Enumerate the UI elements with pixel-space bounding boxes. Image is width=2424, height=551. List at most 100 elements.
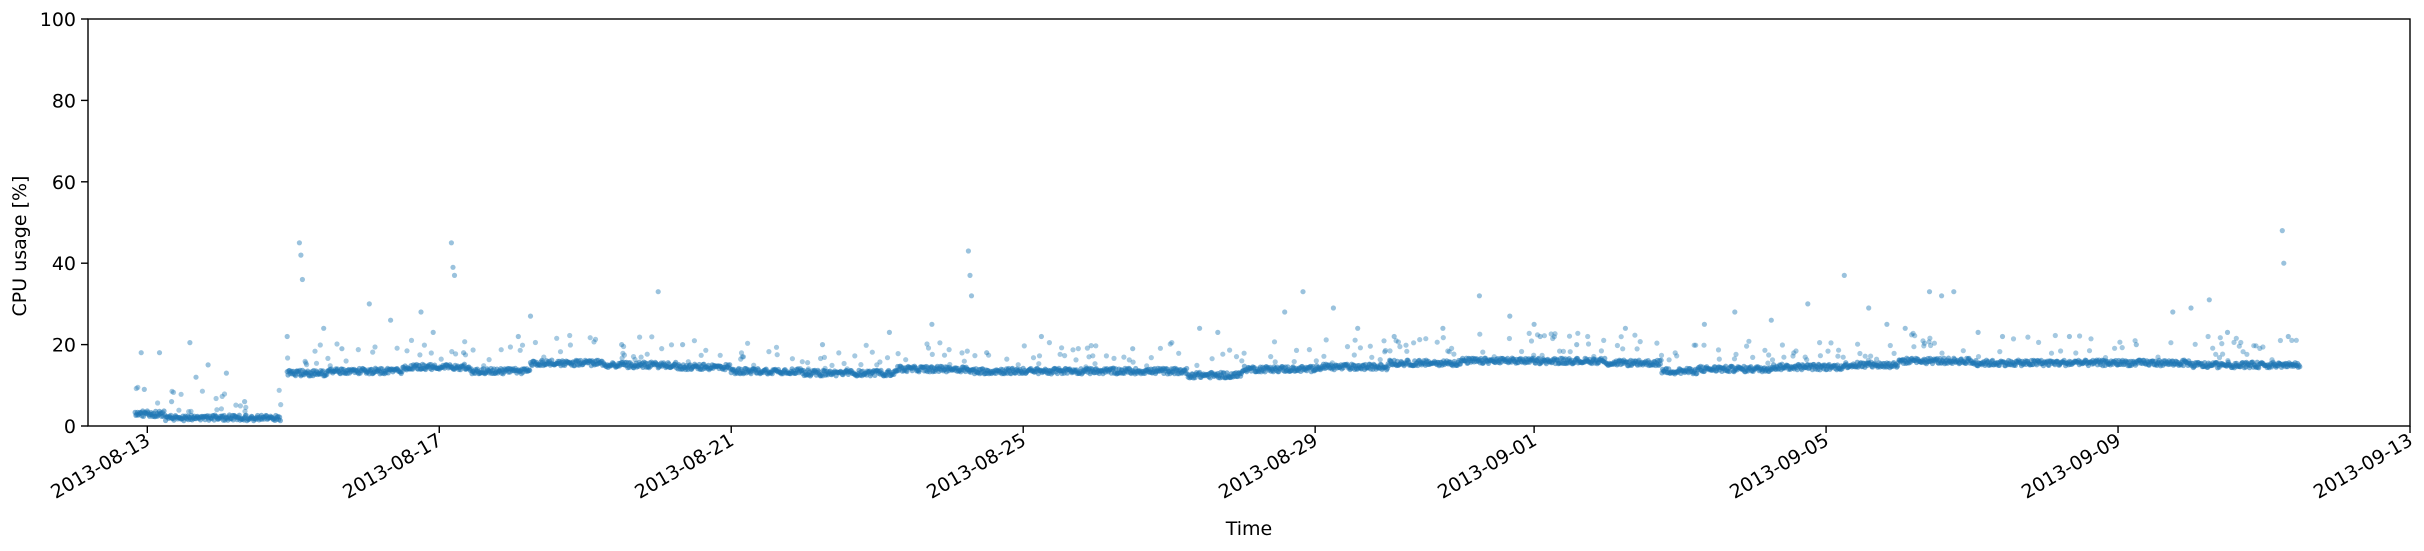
data-point-3194 bbox=[984, 350, 990, 356]
x-tick-label-3: 2013-08-25 bbox=[923, 429, 1030, 503]
data-point-263 bbox=[317, 342, 323, 348]
data-point-572 bbox=[532, 339, 539, 346]
data-point-3224 bbox=[2066, 333, 2072, 340]
data-point-1875 bbox=[1423, 336, 1429, 342]
data-point-1070 bbox=[874, 362, 880, 368]
data-point-3074 bbox=[2240, 349, 2246, 355]
data-point-714 bbox=[630, 354, 637, 360]
data-point-1709 bbox=[1313, 358, 1319, 364]
data-point-1335 bbox=[1057, 351, 1063, 357]
data-point-1448 bbox=[1130, 359, 1136, 365]
data-point-584 bbox=[541, 354, 547, 360]
data-point-1338 bbox=[1059, 345, 1065, 351]
data-point-1355 bbox=[1070, 347, 1076, 353]
data-point-2023 bbox=[1526, 330, 1532, 336]
data-point-254 bbox=[312, 348, 318, 354]
data-point-3228 bbox=[2206, 297, 2212, 303]
data-point-1434 bbox=[1121, 354, 1127, 360]
data-point-1724 bbox=[1323, 337, 1329, 343]
data-point-3070 bbox=[2238, 339, 2244, 346]
data-point-1607 bbox=[1241, 350, 1247, 356]
data-point-2673 bbox=[1960, 348, 1966, 354]
data-point-1194 bbox=[959, 350, 965, 356]
data-point-2475 bbox=[1828, 340, 1834, 346]
data-point-2031 bbox=[1531, 352, 1537, 358]
data-point-2189 bbox=[1634, 346, 1640, 352]
data-point-3202 bbox=[1355, 325, 1361, 331]
data-point-2627 bbox=[1928, 342, 1934, 349]
data-point-32 bbox=[155, 400, 161, 406]
y-tick-label-3: 60 bbox=[52, 172, 76, 194]
data-point-1474 bbox=[1148, 355, 1154, 361]
data-point-2487 bbox=[1836, 347, 1842, 353]
data-point-1791 bbox=[1369, 354, 1375, 360]
data-point-771 bbox=[668, 342, 675, 348]
data-point-1150 bbox=[929, 351, 935, 357]
data-point-2830 bbox=[2073, 350, 2079, 356]
data-point-3198 bbox=[1215, 329, 1221, 335]
data-point-3146 bbox=[2289, 337, 2295, 343]
data-point-1063 bbox=[869, 349, 875, 355]
data-point-3169 bbox=[296, 240, 302, 246]
data-point-483 bbox=[470, 347, 476, 353]
data-point-2274 bbox=[1693, 342, 1699, 348]
data-point-1385 bbox=[1088, 343, 1094, 349]
data-point-3041 bbox=[2220, 351, 2226, 357]
data-point-52 bbox=[169, 388, 175, 394]
x-axis-label: Time bbox=[1225, 518, 1273, 540]
data-point-3100 bbox=[2257, 345, 2263, 351]
data-point-1075 bbox=[877, 359, 883, 365]
data-point-2518 bbox=[1857, 350, 1863, 357]
data-point-1381 bbox=[1086, 354, 1092, 360]
data-point-1364 bbox=[1075, 346, 1081, 352]
y-tick-label-4: 80 bbox=[52, 90, 76, 112]
data-point-1258 bbox=[1004, 356, 1010, 362]
data-point-3183 bbox=[527, 313, 534, 319]
data-point-2066 bbox=[1552, 331, 1558, 337]
data-point-608 bbox=[557, 349, 564, 355]
data-point-1820 bbox=[1387, 348, 1393, 354]
data-point-1595 bbox=[1233, 354, 1240, 360]
data-point-2332 bbox=[1733, 351, 1739, 357]
data-point-393 bbox=[408, 337, 415, 343]
data-point-2048 bbox=[1541, 333, 1547, 339]
x-tick-label-7: 2013-09-09 bbox=[2018, 429, 2125, 503]
data-point-1829 bbox=[1393, 338, 1399, 344]
data-point-3188 bbox=[819, 342, 826, 348]
data-point-813 bbox=[698, 352, 704, 358]
data-point-3199 bbox=[1282, 309, 1288, 315]
data-point-3220 bbox=[1939, 293, 1945, 299]
data-point-3221 bbox=[1951, 289, 1957, 295]
data-point-67 bbox=[178, 391, 184, 397]
data-point-1677 bbox=[1291, 359, 1297, 365]
data-point-554 bbox=[519, 342, 526, 348]
data-point-868 bbox=[738, 356, 744, 362]
data-point-1857 bbox=[1411, 340, 1417, 346]
data-point-119 bbox=[214, 407, 220, 413]
data-point-3039 bbox=[2219, 341, 2225, 347]
data-point-3062 bbox=[2233, 335, 2239, 341]
y-axis-ticks: 0 20 40 60 80 100 bbox=[40, 9, 88, 438]
data-point-3184 bbox=[619, 342, 625, 348]
data-point-5 bbox=[135, 384, 141, 390]
data-point-1918 bbox=[1451, 351, 1457, 357]
data-point-1304 bbox=[1036, 361, 1042, 367]
data-point-2457 bbox=[1817, 340, 1823, 346]
data-point-3153 bbox=[2293, 337, 2299, 343]
data-point-257 bbox=[313, 360, 320, 366]
data-point-2101 bbox=[1575, 330, 1581, 336]
data-point-78 bbox=[186, 409, 192, 415]
data-point-1487 bbox=[1157, 345, 1163, 351]
data-point-3190 bbox=[929, 321, 935, 327]
data-point-2850 bbox=[2086, 348, 2093, 354]
data-point-1866 bbox=[1417, 337, 1423, 343]
data-point-1378 bbox=[1084, 345, 1090, 351]
data-point-2795 bbox=[2048, 350, 2055, 356]
data-point-2514 bbox=[1855, 341, 1861, 347]
data-point-3222 bbox=[1975, 329, 1981, 335]
data-point-1575 bbox=[1220, 351, 1226, 357]
data-point-3226 bbox=[2170, 309, 2176, 315]
data-point-3094 bbox=[2253, 343, 2259, 349]
data-point-82 bbox=[188, 408, 194, 414]
data-point-870 bbox=[738, 350, 745, 356]
